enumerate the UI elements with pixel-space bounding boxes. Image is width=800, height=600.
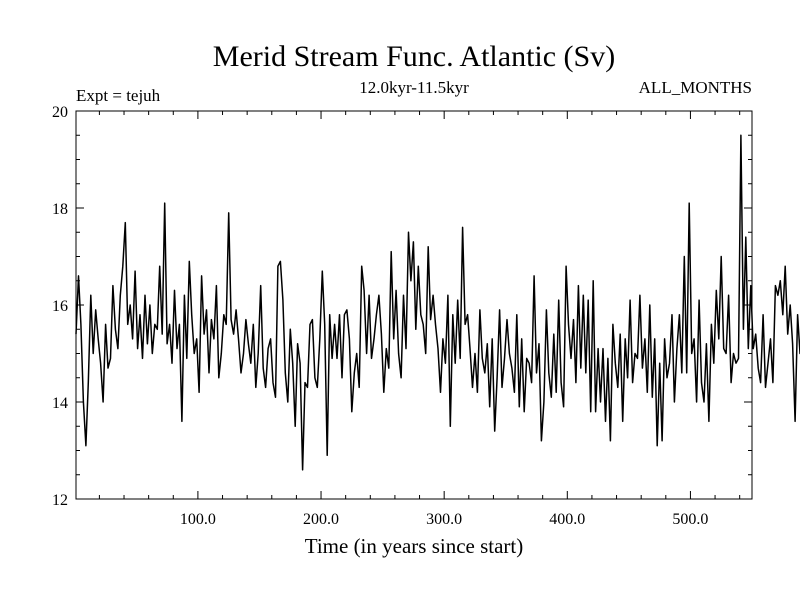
y-tick-label: 14: [52, 395, 68, 412]
y-tick-label: 18: [52, 201, 68, 218]
plot-frame: [75, 110, 753, 500]
chart-title: Merid Stream Func. Atlantic (Sv): [213, 40, 615, 73]
series-line: [75, 134, 800, 471]
experiment-label: Expt = tejuh: [76, 86, 161, 105]
x-axis-label: Time (in years since start): [305, 534, 524, 558]
period-label: ALL_MONTHS: [639, 78, 752, 97]
x-tick-label: 500.0: [672, 511, 708, 528]
x-tick-label: 400.0: [549, 511, 585, 528]
chart-subtitle: 12.0kyr-11.5kyr: [359, 78, 469, 97]
y-tick-label: 20: [52, 104, 68, 121]
series-layer: [75, 134, 800, 471]
y-tick-label: 16: [52, 298, 68, 315]
x-axis: 100.0 200.0 300.0 400.0 500.0: [98, 111, 741, 528]
x-tick-label: 100.0: [180, 511, 216, 528]
x-tick-label: 300.0: [426, 511, 462, 528]
y-axis: 12 14 16 18 20: [52, 104, 752, 509]
y-tick-label: 12: [52, 492, 68, 509]
x-tick-label: 200.0: [303, 511, 339, 528]
